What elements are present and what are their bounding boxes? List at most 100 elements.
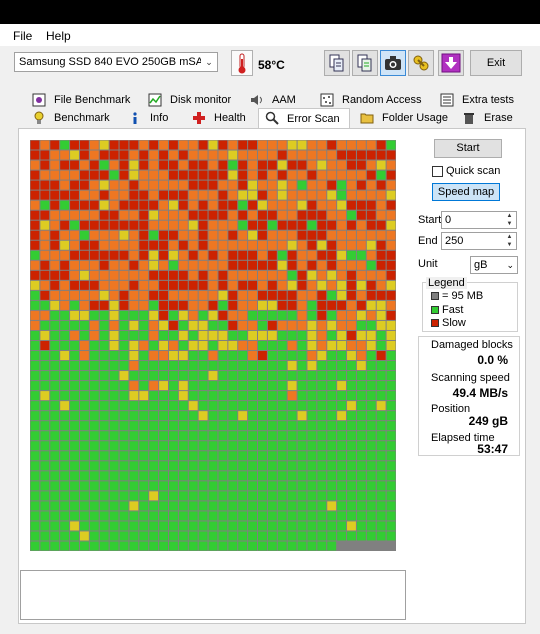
scan-block: [327, 210, 337, 220]
scan-block: [188, 150, 198, 160]
start-scan-button[interactable]: Start: [434, 139, 502, 158]
scan-block: [287, 320, 297, 330]
menu-file[interactable]: File: [13, 29, 33, 43]
scan-block: [287, 150, 297, 160]
tab-extra-tests-label: Extra tests: [462, 94, 514, 106]
scan-block: [129, 160, 139, 170]
copy-text-button[interactable]: [352, 50, 378, 76]
spin-up-icon[interactable]: ▲: [506, 234, 513, 240]
scan-block: [356, 361, 366, 371]
menu-help[interactable]: Help: [46, 29, 71, 43]
copy-info-button[interactable]: [324, 50, 350, 76]
scan-block: [99, 541, 109, 551]
scan-block: [347, 170, 356, 180]
device-select[interactable]: Samsung SSD 840 EVO 250GB mSATA (2 ⌄: [14, 52, 218, 72]
scan-block: [218, 150, 228, 160]
menu-bar: File Help: [0, 24, 540, 46]
scan-block: [218, 401, 228, 411]
scan-block: [307, 250, 317, 260]
scan-block: [258, 391, 267, 401]
scan-block: [287, 340, 297, 351]
scan-block: [30, 401, 40, 411]
scan-block: [218, 290, 228, 300]
scan-block: [347, 441, 356, 451]
scan-block: [258, 521, 267, 531]
tab-health[interactable]: Health: [186, 110, 254, 128]
scan-block: [188, 180, 198, 190]
start-field[interactable]: 0 ▲ ▼: [441, 211, 517, 229]
scan-block: [238, 361, 248, 371]
scan-block: [188, 381, 198, 391]
scan-block: [178, 280, 188, 290]
scan-block: [40, 541, 50, 551]
unit-label: Unit: [418, 258, 438, 270]
tab-error-scan[interactable]: Error Scan: [258, 108, 350, 128]
tab-info-label: Info: [150, 112, 169, 124]
scan-block: [129, 150, 139, 160]
spin-down-icon[interactable]: ▼: [506, 221, 513, 227]
tab-info[interactable]: Info: [122, 110, 180, 128]
health-cross-icon: [193, 112, 205, 124]
scan-block: [79, 340, 89, 351]
scan-block: [188, 290, 198, 300]
scan-block: [178, 481, 188, 491]
scan-block: [178, 240, 188, 250]
tab-folder-usage[interactable]: Folder Usage: [354, 110, 450, 128]
scan-block: [149, 290, 159, 300]
scan-block: [40, 240, 50, 250]
scan-block: [327, 180, 337, 190]
spin-down-icon[interactable]: ▼: [506, 242, 513, 248]
scan-block: [386, 531, 396, 541]
scan-block: [228, 340, 238, 351]
scan-block: [109, 280, 119, 290]
scan-block: [149, 280, 159, 290]
scan-log-textbox[interactable]: [20, 570, 406, 620]
spin-up-icon[interactable]: ▲: [506, 213, 513, 219]
scan-block: [70, 541, 79, 551]
scan-block: [119, 531, 129, 541]
save-button[interactable]: [438, 50, 464, 76]
options-button[interactable]: [408, 50, 434, 76]
scan-block: [297, 411, 307, 421]
scan-block: [267, 471, 277, 481]
tab-erase[interactable]: Erase: [456, 110, 522, 128]
end-field[interactable]: 250 ▲ ▼: [441, 232, 517, 250]
scan-block: [89, 180, 99, 190]
scan-block: [356, 421, 366, 431]
scan-block: [149, 431, 159, 441]
scan-block: [30, 501, 40, 511]
scan-block: [327, 220, 337, 230]
scan-block: [40, 220, 50, 230]
scan-block: [178, 230, 188, 240]
scan-block: [376, 491, 386, 501]
scan-block: [168, 190, 178, 200]
scan-block: [277, 531, 287, 541]
scan-block: [327, 290, 337, 300]
scan-block: [109, 371, 119, 381]
tab-disk-monitor[interactable]: Disk monitor: [142, 92, 238, 110]
tab-extra-tests[interactable]: Extra tests: [434, 92, 522, 110]
scan-block: [327, 160, 337, 170]
tab-benchmark[interactable]: Benchmark: [26, 110, 122, 128]
tab-aam[interactable]: AAM: [244, 92, 310, 110]
unit-select[interactable]: gB ⌄: [470, 256, 518, 274]
scan-block: [228, 521, 238, 531]
tab-random-access[interactable]: Random Access: [314, 92, 432, 110]
speed-map-button[interactable]: Speed map: [432, 183, 500, 201]
scan-block: [307, 160, 317, 170]
legend-fast-label: Fast: [442, 304, 464, 316]
tab-file-benchmark[interactable]: File Benchmark: [26, 92, 130, 110]
scan-block: [198, 200, 208, 210]
scan-block: [307, 461, 317, 471]
screenshot-button[interactable]: [380, 50, 406, 76]
scan-block: [327, 371, 337, 381]
scan-block: [208, 300, 218, 310]
exit-button[interactable]: Exit: [470, 50, 522, 76]
scan-block: [366, 260, 376, 270]
scan-block: [79, 150, 89, 160]
scan-block: [337, 441, 347, 451]
quick-scan-checkbox[interactable]: [432, 166, 443, 177]
scan-block: [178, 180, 188, 190]
scan-block: [347, 351, 356, 361]
scan-block: [267, 150, 277, 160]
